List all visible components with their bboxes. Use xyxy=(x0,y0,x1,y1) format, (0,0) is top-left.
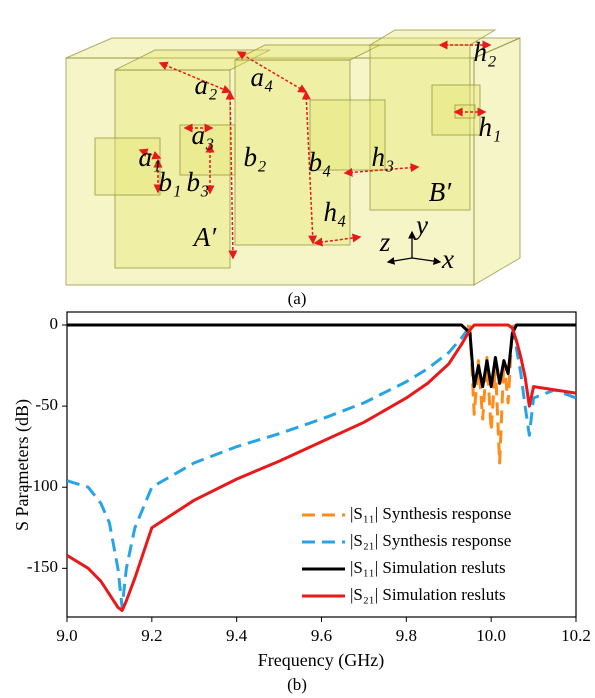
dimension-label: b₃ xyxy=(187,167,210,197)
caption: (b) xyxy=(287,675,307,694)
dimension-label: b₄ xyxy=(309,147,332,177)
dimension-label: a₂ xyxy=(195,70,218,100)
legend-label: |S₁₁| Synthesis response xyxy=(350,504,511,523)
dimension-label: h₄ xyxy=(324,197,347,227)
y-tick-label: -50 xyxy=(35,395,58,414)
dimension-label: x xyxy=(441,244,454,274)
dimension-label: y xyxy=(413,210,428,240)
legend-label: |S₂₁| Simulation resluts xyxy=(350,585,506,604)
dimension-label: a₃ xyxy=(192,120,215,150)
legend-label: |S₂₁| Synthesis response xyxy=(350,531,511,550)
caption: (a) xyxy=(288,289,307,308)
dimension-label: h₃ xyxy=(372,142,395,172)
x-tick-label: 10.2 xyxy=(561,626,591,645)
x-tick-label: 9.8 xyxy=(396,626,417,645)
x-axis-title: Frequency (GHz) xyxy=(258,650,384,671)
x-tick-label: 9.2 xyxy=(141,626,162,645)
x-tick-label: 10.0 xyxy=(476,626,506,645)
y-tick-label: 0 xyxy=(50,314,59,333)
dimension-label: b₁ xyxy=(159,167,182,197)
dimension-label: a₄ xyxy=(251,62,274,92)
dimension-label: h₂ xyxy=(474,37,497,67)
dimension-label: b₂ xyxy=(244,142,267,172)
dimension-label: h₁ xyxy=(479,112,502,142)
legend-label: |S₁₁| Simulation resluts xyxy=(350,558,506,577)
series-line xyxy=(67,325,576,387)
x-tick-label: 9.4 xyxy=(226,626,248,645)
dimension-label: A′ xyxy=(192,222,217,252)
y-tick-label: -100 xyxy=(27,476,58,495)
x-tick-label: 9.0 xyxy=(56,626,77,645)
dimension-label: B′ xyxy=(429,177,452,207)
figure: (a) (b) Frequency (GHz) S Parameters (dB… xyxy=(0,0,595,698)
x-tick-label: 9.6 xyxy=(311,626,332,645)
y-axis-title: S Parameters (dB) xyxy=(12,399,33,531)
dimension-label: z xyxy=(379,227,391,257)
y-tick-label: -150 xyxy=(27,557,58,576)
